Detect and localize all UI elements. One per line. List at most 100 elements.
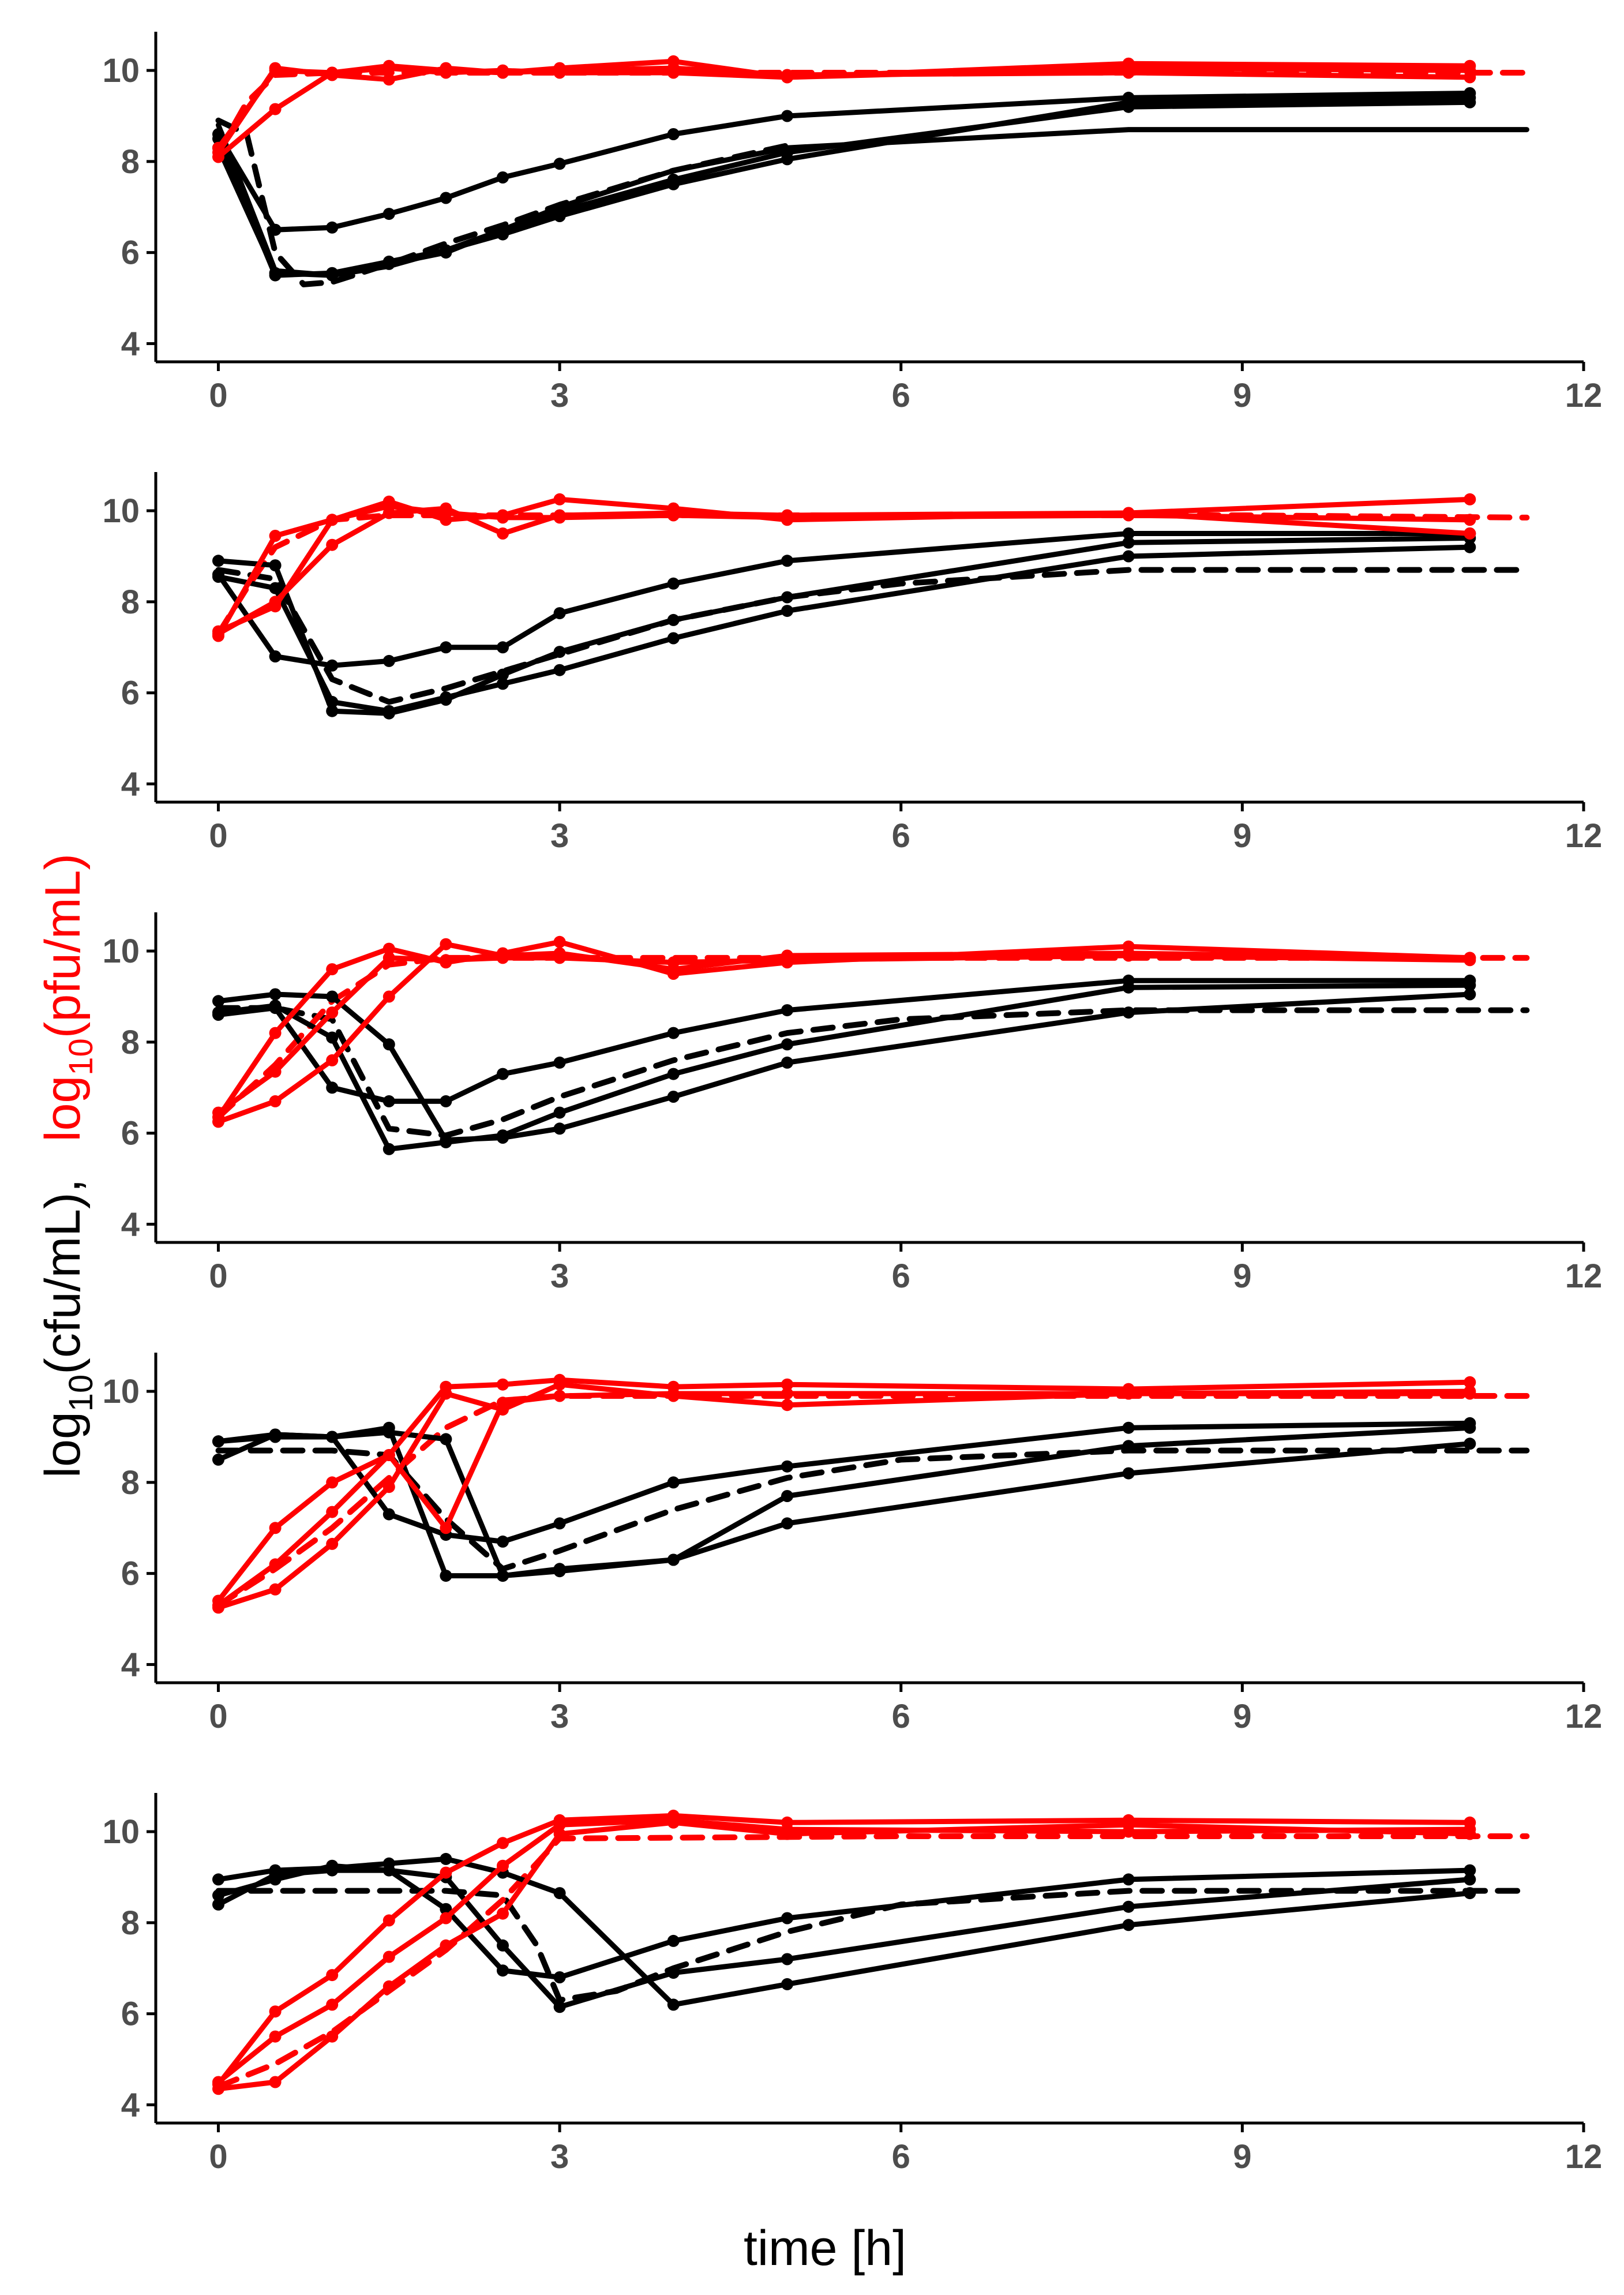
data-point bbox=[667, 577, 680, 590]
x-tick-label: 12 bbox=[1565, 1698, 1603, 1735]
data-point bbox=[497, 952, 509, 964]
y-axis-title-cfu: log10(cfu/mL), bbox=[35, 1165, 100, 1478]
y-tick-label: 6 bbox=[121, 1555, 140, 1593]
data-point bbox=[382, 62, 395, 74]
series-line-bacteria-rep-3 bbox=[216, 1863, 1473, 2010]
data-point bbox=[326, 66, 339, 79]
series-bacteria-rep-3 bbox=[212, 1421, 1476, 1582]
data-point bbox=[440, 938, 452, 950]
data-point bbox=[497, 641, 509, 654]
data-point bbox=[667, 1387, 680, 1400]
data-point bbox=[212, 1006, 224, 1019]
data-point bbox=[212, 555, 224, 567]
data-point bbox=[1464, 493, 1476, 506]
series-line-bacteria-rep-3 bbox=[216, 95, 1473, 278]
data-point bbox=[667, 1934, 680, 1947]
data-point bbox=[667, 1814, 680, 1826]
data-point bbox=[269, 1873, 282, 1886]
data-point bbox=[326, 1006, 339, 1019]
y-tick-label: 8 bbox=[121, 583, 140, 621]
series-line-phage-rep-1 bbox=[216, 939, 1473, 1120]
data-point bbox=[440, 954, 452, 967]
data-point bbox=[781, 1056, 793, 1069]
data-point bbox=[1464, 514, 1476, 526]
series-phage-rep-3 bbox=[212, 949, 1476, 1119]
data-point bbox=[1464, 1873, 1476, 1886]
x-tick-label: 9 bbox=[1233, 377, 1251, 414]
series-phage-rep-2 bbox=[212, 1378, 1476, 1614]
y-tick-label: 10 bbox=[102, 933, 140, 970]
data-point bbox=[553, 1106, 566, 1119]
series-line-bacteria-rep-1 bbox=[216, 1867, 1473, 1980]
series-bacteria-model bbox=[215, 1005, 1530, 1139]
x-tick-label: 0 bbox=[209, 1698, 227, 1735]
data-point bbox=[553, 210, 566, 222]
series-bacteria-rep-1 bbox=[212, 87, 1476, 236]
data-point bbox=[382, 1481, 395, 1493]
data-point bbox=[212, 1599, 224, 1612]
data-point bbox=[781, 591, 793, 604]
data-point bbox=[269, 103, 282, 115]
data-point bbox=[1122, 981, 1135, 994]
data-point bbox=[269, 999, 282, 1012]
data-point bbox=[326, 1506, 339, 1518]
data-point bbox=[667, 1998, 680, 2011]
x-tick-label: 3 bbox=[550, 2138, 569, 2176]
data-point bbox=[781, 605, 793, 617]
series-line-bacteria-model bbox=[215, 1005, 1530, 1139]
data-point bbox=[553, 952, 566, 964]
data-point bbox=[382, 705, 395, 717]
data-point bbox=[781, 153, 793, 166]
data-point bbox=[382, 1449, 395, 1461]
data-point bbox=[1122, 949, 1135, 962]
data-point bbox=[326, 1859, 339, 1872]
data-point bbox=[667, 1967, 680, 1979]
data-point bbox=[269, 2076, 282, 2088]
chart-panel-5: 0 3 6 9 12 4 6 8 10 bbox=[102, 1793, 1602, 2176]
data-point bbox=[326, 514, 339, 526]
data-point bbox=[212, 1435, 224, 1448]
y-tick-label: 6 bbox=[121, 675, 140, 712]
y-axis-title-pfu-log: log bbox=[35, 1076, 91, 1142]
data-point bbox=[269, 988, 282, 1001]
data-point bbox=[326, 1431, 339, 1443]
y-axis-title-pfu-tail: (pfu/mL) bbox=[35, 853, 91, 1038]
data-point bbox=[497, 1939, 509, 1952]
data-point bbox=[553, 1517, 566, 1530]
data-point bbox=[781, 1460, 793, 1473]
y-tick-label: 10 bbox=[102, 1373, 140, 1410]
data-point bbox=[269, 223, 282, 236]
data-point bbox=[781, 555, 793, 567]
data-point bbox=[326, 538, 339, 551]
data-point bbox=[497, 1570, 509, 1582]
data-point bbox=[1122, 1900, 1135, 1913]
series-phage-rep-3 bbox=[212, 500, 1476, 638]
series-line-phage-rep-3 bbox=[216, 65, 1473, 151]
data-point bbox=[326, 1537, 339, 1550]
data-point bbox=[382, 1426, 395, 1439]
y-tick-label: 8 bbox=[121, 143, 140, 181]
data-point bbox=[781, 1378, 793, 1391]
x-tick-label: 12 bbox=[1565, 817, 1603, 855]
data-point bbox=[781, 1004, 793, 1017]
data-point bbox=[269, 582, 282, 594]
data-point bbox=[553, 1887, 566, 1900]
series-phage-rep-1 bbox=[212, 1373, 1476, 1607]
series-line-bacteria-rep-2 bbox=[216, 535, 1473, 716]
x-tick-label: 6 bbox=[892, 817, 910, 855]
data-point bbox=[667, 128, 680, 140]
series-bacteria-rep-3 bbox=[212, 91, 1476, 282]
y-axis-title: log10(cfu/mL), log10(pfu/mL) bbox=[35, 853, 100, 1478]
data-point bbox=[382, 1095, 395, 1107]
data-point bbox=[382, 952, 395, 964]
y-tick-label: 4 bbox=[121, 765, 140, 803]
series-line-phage-rep-2 bbox=[216, 65, 1473, 155]
data-point bbox=[1122, 1006, 1135, 1019]
y-tick-label: 8 bbox=[121, 1024, 140, 1061]
data-point bbox=[326, 1476, 339, 1489]
data-point bbox=[382, 1508, 395, 1521]
data-point bbox=[1464, 954, 1476, 967]
data-point bbox=[1464, 979, 1476, 991]
data-point bbox=[1122, 536, 1135, 549]
